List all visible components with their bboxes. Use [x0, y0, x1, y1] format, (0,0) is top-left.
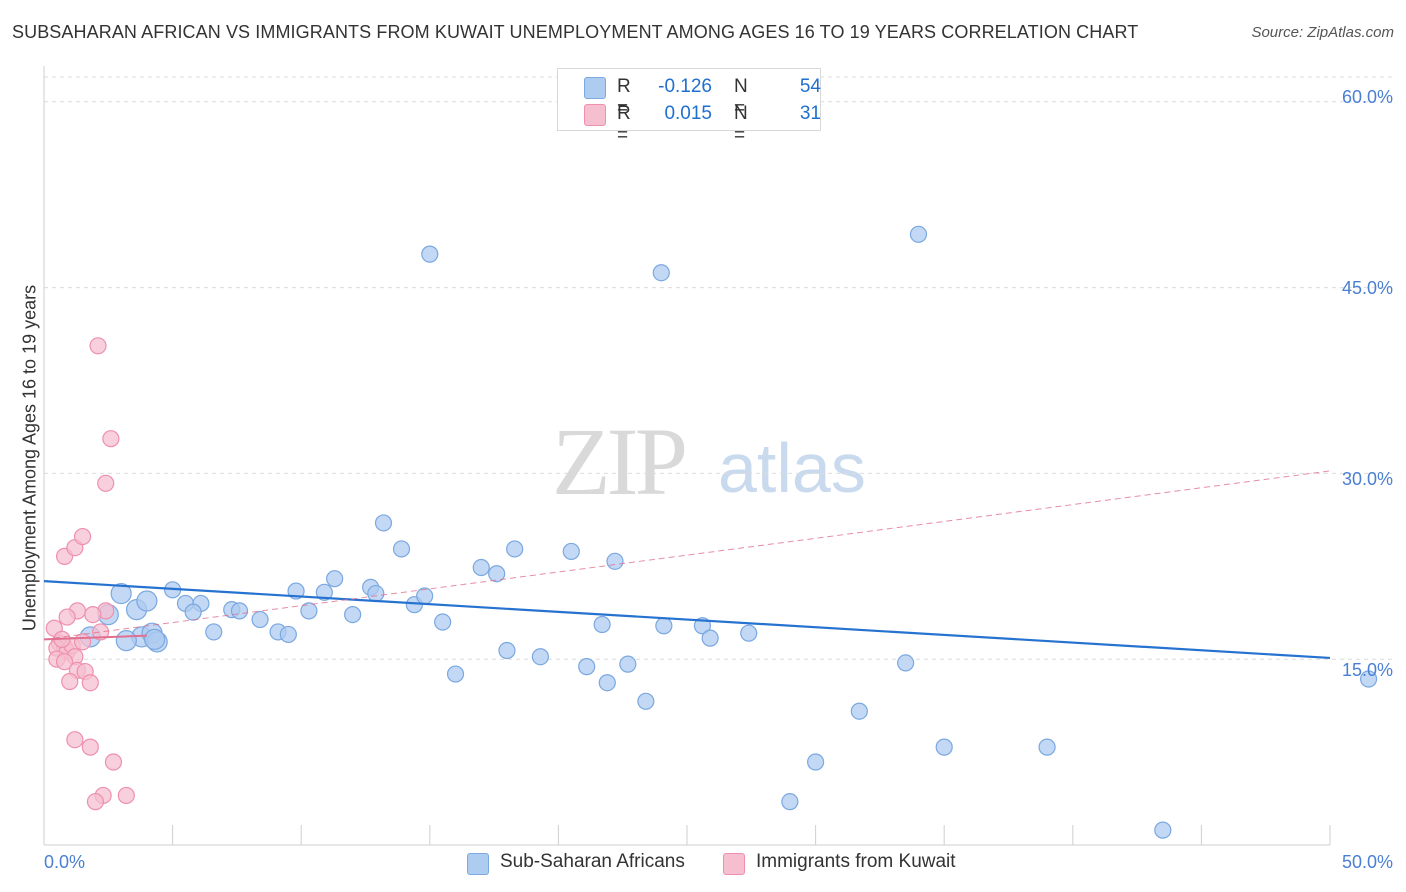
kuwait-point-14 [73, 633, 92, 651]
sub-saharan-point-22 [315, 583, 333, 601]
y-tick-label-60: 60.0% [1341, 87, 1393, 107]
y-axis-label: Unemployment Among Ages 16 to 19 years [19, 284, 40, 632]
kuwait-point-28 [104, 753, 123, 771]
sub-saharan-point-39 [578, 658, 596, 676]
sub-saharan-point-48 [740, 624, 758, 642]
sub-saharan-point-55 [1154, 821, 1172, 839]
kuwait-point-22 [73, 527, 92, 546]
sub-saharan-point-40 [593, 615, 611, 634]
sub-saharan-trend-line [43, 580, 1331, 660]
kuwait-point-27 [81, 738, 99, 756]
sub-saharan-point-37 [531, 648, 549, 666]
sub-saharan-point-54 [1038, 738, 1056, 756]
sub-saharan-point-16 [230, 602, 249, 620]
correlation-legend: R = -0.126 N = 54 R = 0.015 N = 31 [557, 68, 821, 146]
kuwait-point-24 [102, 430, 120, 448]
kuwait-point-13 [81, 674, 99, 692]
r-value: -0.126 [658, 76, 712, 97]
sub-saharan-point-50 [806, 753, 825, 771]
sub-saharan-point-41 [598, 674, 616, 692]
sub-saharan-point-7 [115, 630, 137, 652]
sub-saharan-point-51 [850, 702, 868, 720]
blue-swatch [467, 853, 489, 875]
sub-saharan-point-24 [344, 605, 362, 624]
sub-saharan-point-17 [251, 610, 269, 629]
sub-saharan-point-52 [897, 654, 915, 672]
sub-saharan-point-43 [619, 655, 637, 673]
sub-saharan-point-30 [416, 587, 434, 605]
sub-saharan-point-59 [1359, 670, 1378, 688]
sub-saharan-point-57 [652, 264, 670, 282]
kuwait-trend-segment [43, 634, 147, 641]
y-tick-label-30: 30.0% [1341, 469, 1393, 489]
sub-saharan-point-45 [655, 617, 673, 635]
kuwait-point-12 [61, 672, 79, 691]
sub-saharan-point-33 [472, 558, 490, 577]
sub-saharan-point-21 [300, 602, 318, 620]
chart-title: SUBSAHARAN AFRICAN VS IMMIGRANTS FROM KU… [12, 22, 1139, 42]
sub-saharan-point-19 [279, 625, 297, 644]
kuwait-point-30 [117, 786, 135, 805]
legend-label: Sub-Saharan Africans [500, 851, 685, 872]
n-label: N = [734, 76, 748, 119]
sub-saharan-point-38 [562, 542, 580, 561]
n-value: 54 [799, 76, 821, 97]
x-tick-label-max: 50.0% [1341, 852, 1393, 872]
sub-saharan-point-34 [488, 565, 506, 583]
kuwait-point-9 [55, 653, 74, 671]
sub-saharan-point-14 [205, 623, 223, 641]
sub-saharan-point-35 [506, 540, 524, 558]
sub-saharan-point-49 [781, 793, 799, 811]
kuwait-point-23 [97, 474, 115, 492]
source-label: Source: ZipAtlas.com [1251, 24, 1394, 41]
sub-saharan-point-31 [434, 613, 452, 631]
y-tick-label-45: 45.0% [1341, 278, 1393, 298]
sub-saharan-point-36 [498, 641, 516, 660]
sub-saharan-point-4 [136, 590, 158, 612]
r-value: 0.015 [664, 103, 712, 124]
sub-saharan-point-58 [909, 225, 928, 243]
sub-saharan-point-44 [637, 692, 655, 710]
sub-saharan-point-28 [392, 540, 411, 558]
kuwait-point-19 [58, 608, 76, 626]
sub-saharan-point-26 [367, 584, 385, 603]
blue-swatch [584, 77, 606, 99]
r-label: R = [617, 103, 631, 146]
kuwait-point-15 [91, 623, 110, 641]
pink-swatch [584, 104, 606, 126]
kuwait-point-25 [89, 337, 107, 355]
watermark-zip: ZIP [552, 408, 688, 515]
pink-swatch [723, 853, 745, 875]
n-value: 31 [799, 103, 821, 124]
sub-saharan-point-13 [184, 603, 202, 621]
kuwait-point-26 [66, 731, 84, 749]
sub-saharan-point-42 [606, 552, 624, 570]
kuwait-point-17 [84, 605, 102, 624]
kuwait-trend-line [43, 470, 1331, 640]
x-tick-label-min: 0.0% [44, 852, 86, 872]
kuwait-point-31 [86, 793, 105, 811]
sub-saharan-point-32 [446, 665, 465, 683]
r-label: R = [617, 76, 631, 119]
y-tick-label-15: 15.0% [1341, 660, 1393, 680]
n-label: N = [734, 103, 748, 146]
sub-saharan-point-56 [421, 245, 439, 263]
watermark-atlas: atlas [718, 429, 866, 507]
sub-saharan-point-53 [935, 738, 953, 756]
sub-saharan-point-47 [701, 629, 719, 647]
sub-saharan-point-2 [110, 582, 132, 605]
sub-saharan-point-9 [143, 628, 166, 650]
sub-saharan-point-27 [374, 514, 393, 532]
legend-label: Immigrants from Kuwait [756, 851, 956, 872]
sub-saharan-point-23 [326, 570, 344, 588]
